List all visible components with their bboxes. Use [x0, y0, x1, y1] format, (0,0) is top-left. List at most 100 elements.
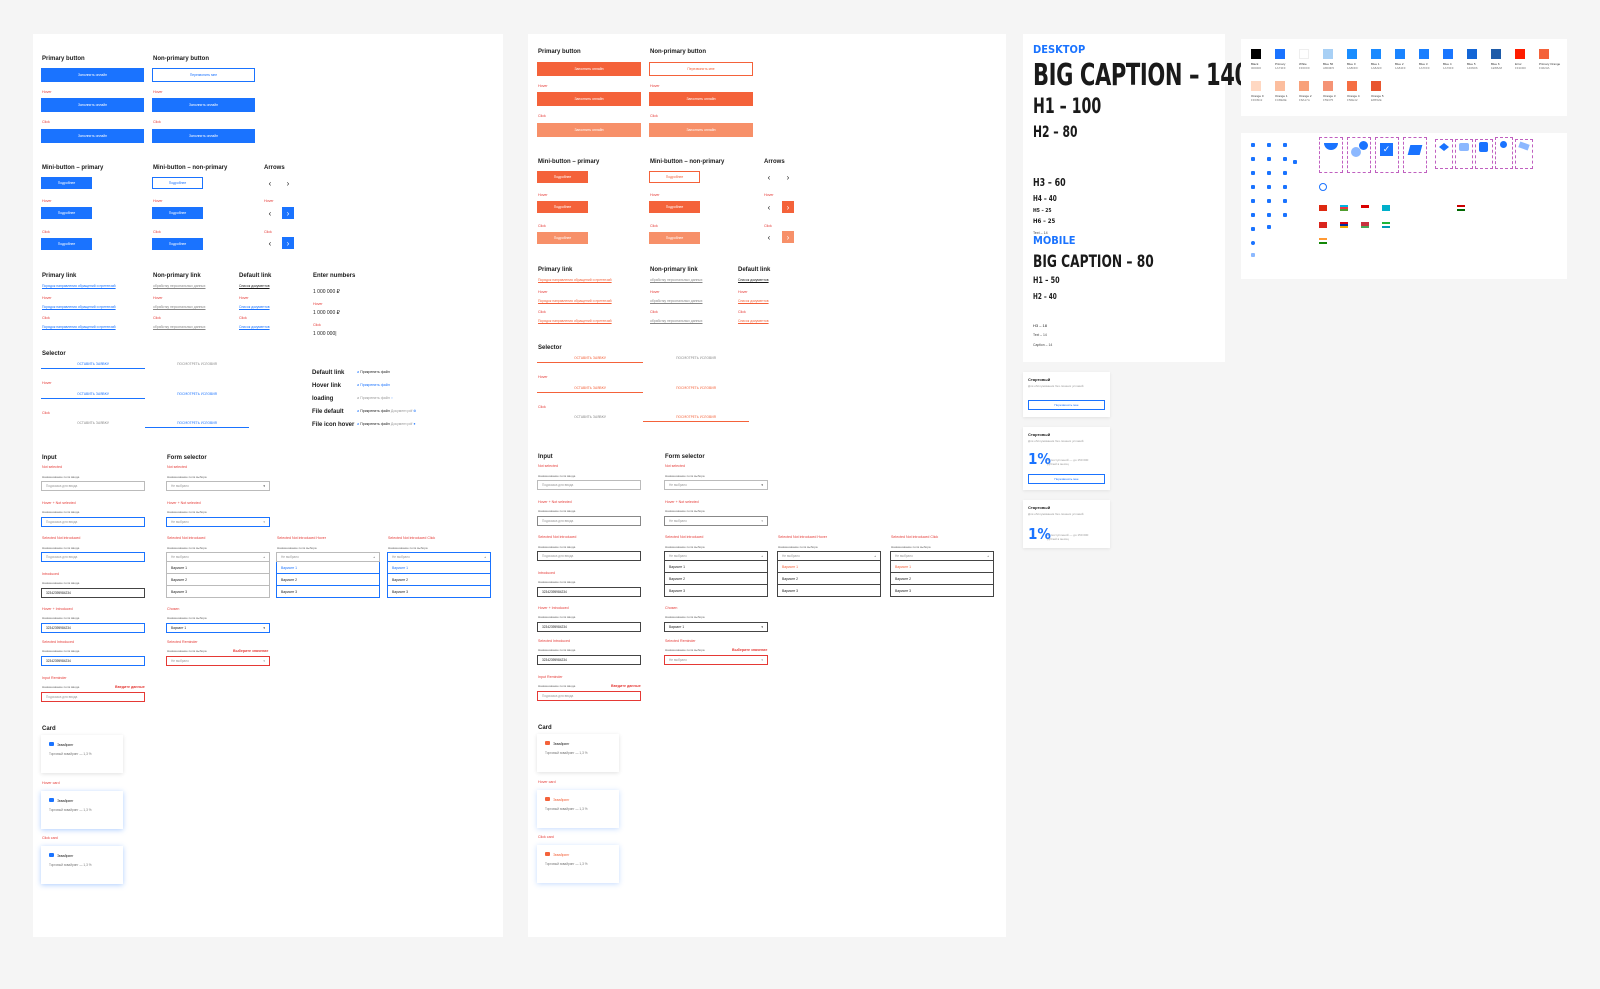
product-card-click[interactable]: Эквайринг Торговый эквайринг — 1,3 %	[537, 845, 619, 883]
text-input[interactable]: Подсказка для ввода	[537, 480, 641, 490]
nonprimary-link-click[interactable]: обработку персональных данных	[650, 319, 703, 323]
arrow-left-icon[interactable]: ‹	[767, 172, 771, 182]
product-card[interactable]: Эквайринг Торговый эквайринг — 1,3 %	[537, 734, 619, 772]
nonprimary-orange-button-click[interactable]: Заполнить онлайн	[649, 123, 753, 137]
nonprimary-button-hover[interactable]: Заполнить онлайн	[152, 98, 255, 112]
tab-view-conditions-click[interactable]: Посмотреть условия	[145, 418, 249, 428]
select-option[interactable]: Вариант 2	[777, 573, 881, 585]
product-card-hover[interactable]: Эквайринг Торговый эквайринг — 1,3 %	[537, 790, 619, 828]
select-option[interactable]: Вариант 3	[166, 586, 270, 598]
select-option-hover[interactable]: Вариант 1	[276, 562, 380, 574]
default-link[interactable]: Список документов	[239, 284, 270, 288]
attach-file-link[interactable]: ⌀ Прикрепить файл	[357, 370, 390, 374]
select-option[interactable]: Вариант 2	[276, 574, 380, 586]
mini-nonprimary-button-click[interactable]: Подробнее	[152, 238, 203, 250]
primary-orange-button-click[interactable]: Заполнить онлайн	[537, 123, 641, 137]
mini-orange-button-click[interactable]: Подробнее	[537, 232, 588, 244]
primary-link-click[interactable]: Порядок направления обращений и претензи…	[538, 319, 612, 323]
select-option[interactable]: Вариант 3	[664, 585, 768, 597]
arrow-left-icon[interactable]: ‹	[268, 178, 272, 188]
default-link-hover[interactable]: Список документов	[239, 305, 270, 309]
select-option-click[interactable]: Вариант 1	[387, 562, 491, 574]
nonprimary-orange-button-hover[interactable]: Заполнить онлайн	[649, 92, 753, 106]
text-input-reminder[interactable]: Подсказка для ввода	[537, 691, 641, 701]
nonprimary-link-hover[interactable]: обработку персональных данных	[153, 305, 206, 309]
tab-leave-request-hover[interactable]: Оставить заявку	[537, 383, 643, 393]
arrow-left-icon[interactable]: ‹	[767, 232, 771, 242]
attach-file-link-hover[interactable]: ⌀ Прикрепить файл	[357, 383, 390, 387]
primary-link-hover[interactable]: Порядок направления обращений и претензи…	[538, 299, 612, 303]
form-select-open-click[interactable]: Не выбрано ▴	[890, 551, 994, 561]
arrow-right-icon[interactable]: ›	[782, 201, 794, 213]
text-input-selected-introduced[interactable]: 32342395984234	[41, 656, 145, 666]
tariff-card-percent-compact[interactable]: Стартовый Для обслуживания без лишних ус…	[1023, 500, 1110, 548]
select-option-click[interactable]: Вариант 1	[890, 561, 994, 573]
tariff-card-percent[interactable]: Стартовый Для обслуживания без лишних ус…	[1023, 427, 1110, 490]
select-option-hover[interactable]: Вариант 1	[777, 561, 881, 573]
default-link-hover[interactable]: Список документов	[738, 299, 769, 303]
arrow-right-icon[interactable]: ›	[282, 237, 294, 249]
primary-orange-button-hover[interactable]: Заполнить онлайн	[537, 92, 641, 106]
attach-file-default[interactable]: ⌀ Прикрепить файл Документ.pdf ⊗	[357, 409, 417, 413]
primary-button-click[interactable]: Заполнить онлайн	[41, 129, 144, 143]
text-input-selected[interactable]: Подсказка для ввода	[537, 551, 641, 561]
primary-orange-button[interactable]: Заполнить онлайн	[537, 62, 641, 76]
text-input[interactable]: Подсказка для ввода	[41, 481, 145, 491]
tariff-callback-button[interactable]: Перезвонить мне	[1028, 400, 1105, 410]
select-option[interactable]: Вариант 2	[166, 574, 270, 586]
mini-nonprimary-orange-hover[interactable]: Подробнее	[649, 201, 700, 213]
text-input-introduced[interactable]: 32342395984234	[41, 588, 145, 598]
tab-view-conditions-hover[interactable]: Посмотреть условия	[676, 386, 716, 390]
arrow-right-icon[interactable]: ›	[786, 172, 790, 182]
select-option[interactable]: Вариант 2	[890, 573, 994, 585]
number-field-hover[interactable]: 1 000 000 ₽	[313, 310, 340, 316]
select-option[interactable]: Вариант 2	[387, 574, 491, 586]
text-input-hover-introduced[interactable]: 32342395984234	[41, 623, 145, 633]
primary-link-hover[interactable]: Порядок направления обращений и претензи…	[42, 305, 116, 309]
number-field-click[interactable]: 1 000 000|	[313, 331, 337, 337]
form-select-reminder[interactable]: Не выбрано ▾	[664, 655, 768, 665]
select-option[interactable]: Вариант 2	[664, 573, 768, 585]
arrow-left-icon[interactable]: ‹	[767, 202, 771, 212]
mini-nonprimary-orange-click[interactable]: Подробнее	[649, 232, 700, 244]
nonprimary-link[interactable]: обработку персональных данных	[650, 278, 703, 282]
select-option[interactable]: Вариант 3	[777, 585, 881, 597]
mini-nonprimary-button-hover[interactable]: Подробнее	[152, 207, 203, 219]
tariff-card[interactable]: Стартовый Для обслуживания без лишних ус…	[1023, 372, 1110, 417]
select-option[interactable]: Вариант 1	[664, 561, 768, 573]
close-icon[interactable]: ⊗	[413, 409, 417, 413]
default-link-click[interactable]: Список документов	[239, 325, 270, 329]
arrow-right-icon[interactable]: ›	[286, 178, 290, 188]
primary-link[interactable]: Порядок направления обращений и претензи…	[42, 284, 116, 288]
tab-view-conditions[interactable]: Посмотреть условия	[676, 356, 716, 360]
text-input-reminder[interactable]: Подсказка для ввода	[41, 692, 145, 702]
form-select-chosen[interactable]: Вариант 1 ▾	[166, 623, 270, 633]
mini-primary-button[interactable]: Подробнее	[41, 177, 92, 189]
text-input-hover[interactable]: Подсказка для ввода	[537, 516, 641, 526]
text-input-hover-introduced[interactable]: 32342395984234	[537, 622, 641, 632]
number-field[interactable]: 1 000 000 ₽	[313, 289, 340, 295]
product-card[interactable]: Эквайринг Торговый эквайринг — 1,3 %	[41, 735, 123, 773]
tab-leave-request-click[interactable]: Оставить заявку	[574, 415, 606, 419]
form-select-chosen[interactable]: Вариант 1 ▾	[664, 622, 768, 632]
mini-nonprimary-button[interactable]: Подробнее	[152, 177, 203, 189]
nonprimary-link-hover[interactable]: обработку персональных данных	[650, 299, 703, 303]
tab-view-conditions-click[interactable]: Посмотреть условия	[643, 412, 749, 422]
mini-nonprimary-orange-button[interactable]: Подробнее	[649, 171, 700, 183]
select-option[interactable]: Вариант 1	[166, 562, 270, 574]
form-select[interactable]: Не выбрано ▾	[166, 481, 270, 491]
tab-leave-request-hover[interactable]: Оставить заявку	[41, 389, 145, 399]
primary-link-click[interactable]: Порядок направления обращений и претензи…	[42, 325, 116, 329]
arrow-right-icon[interactable]: ›	[782, 231, 794, 243]
select-option[interactable]: Вариант 3	[276, 586, 380, 598]
form-select-open-hover[interactable]: Не выбрано ▴	[276, 552, 380, 562]
primary-button-hover[interactable]: Заполнить онлайн	[41, 98, 144, 112]
form-select-hover[interactable]: Не выбрано ▾	[166, 517, 270, 527]
nonprimary-button[interactable]: Перезвонить мне	[152, 68, 255, 82]
default-link[interactable]: Список документов	[738, 278, 769, 282]
close-icon[interactable]: ●	[413, 422, 416, 426]
text-input-introduced[interactable]: 32342395984234	[537, 587, 641, 597]
form-select-open[interactable]: Не выбрано ▴	[166, 552, 270, 562]
nonprimary-link-click[interactable]: обработку персональных данных	[153, 325, 206, 329]
text-input-selected[interactable]: Подсказка для ввода	[41, 552, 145, 562]
